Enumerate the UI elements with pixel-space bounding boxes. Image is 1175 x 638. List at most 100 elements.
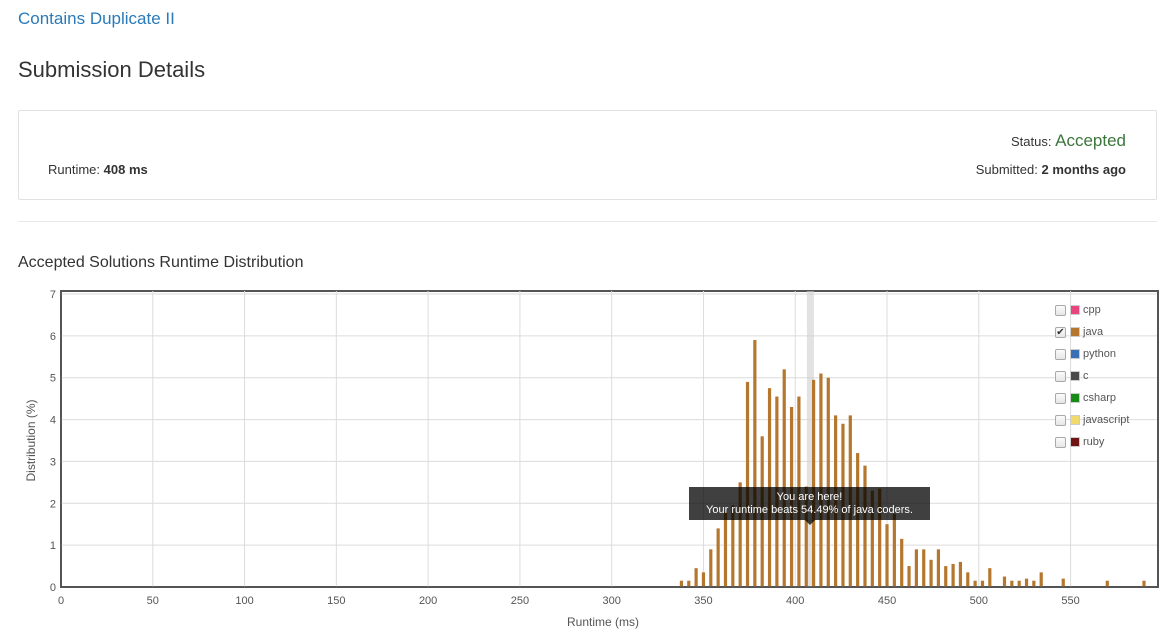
bar-java	[936, 549, 941, 587]
bar-java	[1002, 576, 1007, 587]
bar-java	[988, 568, 992, 587]
bar-java	[1017, 580, 1021, 587]
legend-item-ruby[interactable]: ruby	[1055, 431, 1155, 453]
bar-java	[811, 379, 816, 587]
bar-java	[745, 381, 750, 587]
bar-java	[679, 580, 684, 587]
legend-label-ruby: ruby	[1083, 436, 1105, 448]
bar-java	[1010, 580, 1014, 587]
legend-item-c[interactable]: c	[1055, 365, 1155, 387]
bar-java	[804, 486, 808, 587]
y-tick-label: 4	[50, 415, 56, 427]
x-tick-label: 500	[970, 595, 988, 607]
legend-swatch-javascript	[1070, 415, 1080, 425]
chart-legend: cpp ✔ java python c csharp javascript ruby	[1055, 299, 1155, 453]
bar-java	[980, 580, 985, 587]
x-tick-label: 550	[1061, 595, 1079, 607]
y-tick-label: 1	[50, 540, 56, 552]
bar-java	[1039, 572, 1043, 587]
section-divider	[18, 221, 1157, 222]
legend-swatch-ruby	[1070, 437, 1080, 447]
legend-checkbox-csharp[interactable]	[1055, 392, 1066, 404]
legend-label-javascript: javascript	[1083, 414, 1130, 426]
bar-java	[922, 549, 926, 587]
bar-java	[709, 549, 713, 587]
x-tick-label: 350	[694, 595, 712, 607]
current-runtime-highlight	[806, 291, 814, 587]
bar-java	[1142, 580, 1146, 587]
x-axis-label: Runtime (ms)	[567, 615, 639, 629]
bar-java	[738, 482, 742, 587]
bar-java	[973, 580, 977, 587]
legend-label-java: java	[1083, 326, 1104, 338]
status-label: Status:	[1011, 134, 1052, 149]
submitted-info: Submitted: 2 months ago	[976, 162, 1126, 177]
legend-label-cpp: cpp	[1083, 304, 1101, 316]
bar-java	[966, 572, 970, 587]
legend-checkbox-cpp[interactable]	[1055, 304, 1066, 316]
bar-java	[716, 528, 720, 587]
bar-java	[819, 373, 823, 587]
submitted-value: 2 months ago	[1041, 162, 1126, 177]
legend-swatch-c	[1070, 371, 1080, 381]
legend-swatch-csharp	[1070, 393, 1080, 403]
tooltip-line1: You are here!	[776, 491, 843, 503]
legend-label-c: c	[1083, 370, 1089, 382]
y-tick-label: 5	[50, 373, 56, 385]
runtime-info: Runtime: 408 ms	[48, 162, 148, 177]
legend-checkbox-c[interactable]	[1055, 370, 1066, 382]
y-tick-label: 3	[50, 456, 56, 468]
bar-java	[914, 549, 918, 587]
legend-item-javascript[interactable]: javascript	[1055, 409, 1155, 431]
x-tick-label: 150	[327, 595, 345, 607]
problem-title-link[interactable]: Contains Duplicate II	[18, 9, 175, 28]
bar-java	[1024, 578, 1029, 587]
legend-checkbox-java[interactable]: ✔	[1055, 326, 1066, 338]
y-tick-label: 7	[50, 289, 56, 301]
y-tick-label: 6	[50, 331, 56, 343]
legend-item-cpp[interactable]: cpp	[1055, 299, 1155, 321]
y-tick-label: 0	[50, 582, 56, 594]
status-badge[interactable]: Accepted	[1055, 131, 1126, 150]
legend-checkbox-javascript[interactable]	[1055, 414, 1066, 426]
bar-java	[856, 453, 860, 587]
status-info: Status: Accepted	[1011, 131, 1126, 151]
bar-java	[694, 568, 698, 587]
x-tick-label: 250	[511, 595, 529, 607]
legend-item-java[interactable]: ✔ java	[1055, 321, 1155, 343]
x-tick-label: 300	[602, 595, 620, 607]
legend-item-csharp[interactable]: csharp	[1055, 387, 1155, 409]
runtime-distribution-chart: 0 1 2 3 4 5 6 7 0 50 100 150 200 250 300 350 400 450 500 55…	[24, 289, 1159, 629]
runtime-label: Runtime:	[48, 162, 101, 177]
bar-java	[870, 490, 874, 587]
runtime-tooltip: You are here! Your runtime beats 54.49% …	[689, 487, 930, 520]
page-title: Submission Details	[18, 57, 206, 82]
tooltip-arrow	[805, 520, 815, 525]
legend-swatch-python	[1070, 349, 1080, 359]
x-tick-label: 450	[878, 595, 896, 607]
bar-java	[782, 369, 786, 587]
legend-checkbox-ruby[interactable]	[1055, 436, 1066, 448]
legend-label-python: python	[1083, 348, 1117, 360]
bar-java	[929, 559, 933, 587]
bar-java	[863, 465, 867, 587]
bar-java	[701, 572, 706, 587]
bar-java	[687, 580, 691, 587]
legend-swatch-cpp	[1070, 305, 1080, 315]
legend-swatch-java	[1070, 327, 1080, 337]
x-tick-label: 200	[419, 595, 437, 607]
legend-item-python[interactable]: python	[1055, 343, 1155, 365]
bar-java	[958, 561, 963, 587]
legend-label-csharp: csharp	[1083, 392, 1117, 404]
plot-frame	[60, 290, 1159, 588]
runtime-value: 408 ms	[103, 162, 148, 177]
submission-details-panel: Runtime: 408 ms Status: Accepted Submitt…	[18, 110, 1157, 200]
x-tick-label: 50	[147, 595, 159, 607]
tooltip-line2: Your runtime beats 54.49% of java coders…	[706, 504, 913, 516]
legend-checkbox-python[interactable]	[1055, 348, 1066, 360]
bar-java	[951, 563, 955, 587]
bar-java	[900, 538, 904, 587]
bar-java	[944, 566, 948, 587]
bar-java	[826, 377, 830, 587]
bar-java	[885, 524, 889, 587]
